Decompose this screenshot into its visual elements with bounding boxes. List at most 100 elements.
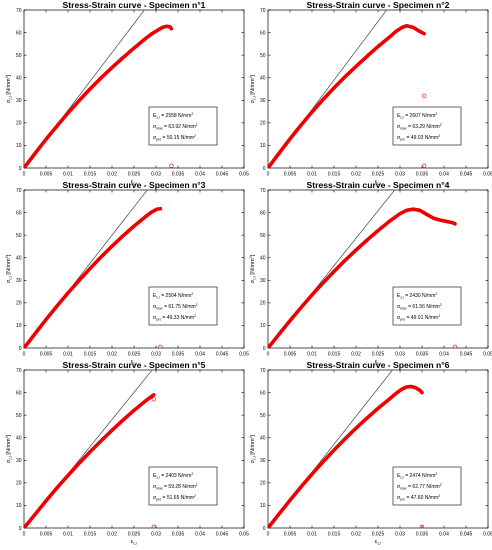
legend-frame: [392, 286, 462, 326]
x-tick-label: 0.025: [372, 532, 385, 538]
y-axis-label: σc,i [N/mm2]: [249, 74, 257, 103]
legend-frame: [392, 106, 462, 146]
y-tick-label: 40: [260, 436, 266, 442]
x-tick-label: 0.01: [307, 532, 317, 538]
y-tick-label: 10: [260, 143, 266, 149]
legend-proportional-stress: σpro = 49.03 N/mm2: [397, 134, 440, 141]
legend-frame: [148, 286, 218, 326]
y-tick-label: 70: [16, 368, 22, 374]
stress-strain-curve: [268, 207, 457, 348]
y-tick-label: 10: [260, 323, 266, 329]
chart-title: Stress-Strain curve - Specimen n°4: [307, 180, 450, 190]
x-tick-label: 0.03: [395, 532, 405, 538]
x-tick-label: 0.015: [328, 172, 341, 178]
x-tick-label: 0.05: [239, 532, 249, 538]
legend-proportional-stress: σpro = 51.65 N/mm2: [153, 494, 196, 501]
chart-panel-5: Stress-Strain curve - Specimen n°5 0 0.005…: [5, 360, 249, 546]
x-tick-label: 0.015: [84, 532, 97, 538]
x-tick-label: 0.005: [40, 352, 53, 358]
x-tick-label: 0.03: [395, 172, 405, 178]
data-marker: [151, 397, 156, 402]
chart-panel-3: Stress-Strain curve - Specimen n°3 0 0.005…: [5, 180, 249, 366]
x-tick-label: 0: [23, 172, 26, 178]
legend-modulus: Ec,i = 2474 N/mm2: [397, 472, 437, 479]
data-marker: [169, 163, 174, 168]
data-marker: [158, 344, 163, 348]
stress-strain-curve: [24, 24, 174, 168]
y-tick-label: 50: [16, 53, 22, 59]
y-tick-label: 50: [260, 233, 266, 239]
data-marker: [419, 524, 425, 528]
x-tick-label: 0.025: [372, 172, 385, 178]
legend-box: Ec,i = 2474 N/mm2 σmax = 62.77 N/mm2 σpro …: [392, 466, 462, 506]
stress-strain-curve: [268, 384, 424, 528]
x-tick-label: 0.02: [107, 352, 117, 358]
y-tick-label: 30: [260, 458, 266, 464]
plot-content: [24, 370, 156, 528]
x-tick-label: 0.02: [351, 532, 361, 538]
plot-content: [24, 10, 174, 168]
x-tick-label: 0.045: [460, 352, 473, 358]
x-axis-label: εc,i: [131, 179, 137, 186]
legend-max-stress: σmax = 59.28 N/mm2: [153, 483, 198, 490]
x-tick-label: 0.04: [439, 532, 449, 538]
legend-frame: [148, 106, 218, 146]
x-tick-label: 0.01: [63, 352, 73, 358]
x-tick-label: 0: [23, 352, 26, 358]
legend-box: Ec,i = 2607 N/mm2 σmax = 63.29 N/mm2 σpro …: [392, 106, 462, 146]
y-tick-label: 60: [16, 210, 22, 216]
x-tick-label: 0.03: [151, 532, 161, 538]
y-tick-label: 0: [19, 166, 22, 172]
x-tick-label: 0.035: [172, 352, 185, 358]
x-tick-label: 0.025: [372, 352, 385, 358]
legend-box: Ec,i = 2504 N/mm2 σmax = 61.75 N/mm2 σpro …: [148, 286, 218, 326]
y-tick-label: 50: [260, 53, 266, 59]
y-tick-label: 70: [260, 8, 266, 14]
x-tick-label: 0.035: [172, 532, 185, 538]
y-tick-label: 70: [260, 188, 266, 194]
legend-frame: [392, 466, 462, 506]
x-tick-label: 0.015: [84, 172, 97, 178]
legend-max-stress: σmax = 63.92 N/mm2: [153, 123, 198, 130]
x-tick-label: 0.04: [195, 532, 205, 538]
x-tick-label: 0: [267, 532, 270, 538]
y-tick-label: 20: [260, 301, 266, 307]
y-tick-label: 30: [16, 278, 22, 284]
x-tick-label: 0.045: [216, 172, 229, 178]
y-tick-label: 20: [16, 301, 22, 307]
y-tick-label: 20: [16, 121, 22, 127]
stress-strain-curve: [24, 206, 163, 348]
x-tick-label: 0.005: [40, 532, 53, 538]
legend-modulus: Ec,i = 2403 N/mm2: [153, 472, 193, 479]
x-tick-label: 0.01: [307, 352, 317, 358]
x-axis-label: εc,i: [375, 179, 381, 186]
x-tick-label: 0.04: [195, 352, 205, 358]
x-tick-label: 0.015: [328, 352, 341, 358]
chart-panel-1: Stress-Strain curve - Specimen n°1 0 0.005…: [5, 0, 249, 186]
stress-strain-curve: [268, 24, 426, 168]
x-axis-label: εc,i: [375, 539, 381, 546]
y-tick-label: 40: [260, 256, 266, 262]
x-tick-label: 0.005: [284, 352, 297, 358]
y-tick-label: 30: [260, 278, 266, 284]
legend-proportional-stress: σpro = 47.60 N/mm2: [397, 494, 440, 501]
data-marker: [452, 344, 458, 348]
x-tick-label: 0.045: [460, 172, 473, 178]
x-axis-label: εc,i: [375, 359, 381, 366]
x-tick-label: 0: [267, 352, 270, 358]
y-axis-label: σc,i [N/mm2]: [5, 254, 13, 283]
x-tick-label: 0.045: [460, 532, 473, 538]
legend-box: Ec,i = 2558 N/mm2 σmax = 63.92 N/mm2 σpro …: [148, 106, 218, 146]
legend-frame: [148, 466, 218, 506]
y-tick-label: 70: [16, 8, 22, 14]
x-tick-label: 0.03: [151, 352, 161, 358]
x-tick-label: 0: [267, 172, 270, 178]
data-marker: [422, 163, 427, 168]
chart-title: Stress-Strain curve - Specimen n°1: [63, 0, 206, 10]
y-tick-label: 70: [16, 188, 22, 194]
y-tick-label: 60: [260, 210, 266, 216]
x-tick-label: 0: [23, 532, 26, 538]
y-axis-label: σc,i [N/mm2]: [5, 74, 13, 103]
x-tick-label: 0.01: [63, 532, 73, 538]
